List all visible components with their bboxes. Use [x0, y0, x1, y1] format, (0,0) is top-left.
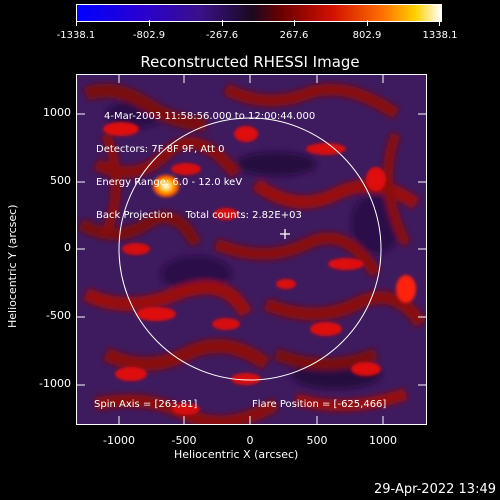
solar-image — [76, 74, 427, 425]
info-energy-range: Energy Range: 6.0 - 12.0 keV — [96, 177, 243, 188]
x-tick-label: -500 — [171, 434, 197, 447]
x-tick-label: 500 — [306, 434, 328, 447]
info-detectors: Detectors: 7F 8F 9F, Att 0 — [96, 144, 225, 155]
colorbar-tick-label: 1338.1 — [422, 30, 458, 41]
colorbar-tick-label: 802.9 — [352, 30, 382, 41]
emission-bright — [103, 122, 416, 415]
solar-limb-circle — [118, 117, 382, 381]
x-tick-label: 0 — [246, 434, 254, 447]
y-tick-label: 1000 — [43, 106, 71, 119]
plot-title: Reconstructed RHESSI Image — [140, 53, 360, 71]
y-tick-label: 0 — [64, 241, 71, 254]
y-tick-label: -1000 — [39, 377, 71, 390]
colorbar-ticks — [76, 20, 440, 26]
colorbar-tick-label: 267.6 — [279, 30, 309, 41]
colorbar-tick-label: -802.9 — [132, 30, 166, 41]
y-tick-label: -500 — [46, 309, 71, 322]
spin-axis-label: Spin Axis = [263,81] — [94, 399, 198, 410]
flare-position-label: Flare Position = [-625,466] — [252, 399, 387, 410]
info-time-range: 4-Mar-2003 11:58:56.000 to 12:00:44.000 — [104, 111, 316, 122]
footer-timestamp: 29-Apr-2022 13:49 — [374, 482, 496, 497]
y-tick-label: 500 — [50, 174, 71, 187]
x-tick-label: -1000 — [103, 434, 135, 447]
colorbar-tick-label: -1338.1 — [56, 30, 96, 41]
x-axis-title: Heliocentric X (arcsec) — [174, 448, 299, 461]
colorbar — [76, 4, 442, 22]
colorbar-tick-label: -267.6 — [205, 30, 239, 41]
spin-axis-marker — [280, 229, 290, 239]
info-method-counts: Back Projection Total counts: 2.82E+03 — [96, 210, 302, 221]
y-axis-title: Heliocentric Y (arcsec) — [6, 204, 19, 328]
x-tick-label: 1000 — [369, 434, 397, 447]
